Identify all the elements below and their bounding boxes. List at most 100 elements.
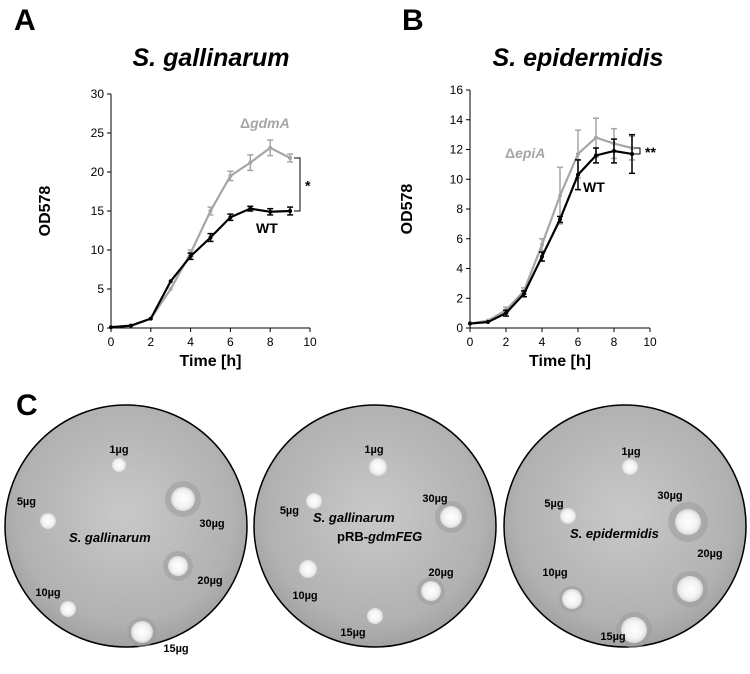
data-point: [288, 209, 293, 213]
y-tick-label: 10: [450, 172, 464, 186]
antibiotic-disc: [40, 513, 56, 529]
antibiotic-disc: [369, 458, 387, 476]
plate-circle: [4, 404, 248, 648]
data-point: [576, 172, 580, 177]
disc-label: 5µg: [544, 498, 563, 510]
antibiotic-disc: [675, 509, 701, 535]
data-point: [228, 215, 233, 220]
x-tick-label: 4: [187, 335, 194, 349]
disc-label: 5µg: [17, 496, 36, 508]
agar-plate: 1µg 5µg 30µg 20µg 10µg 15µg S. gallinarum pRB-g…: [253, 404, 497, 648]
data-point: [288, 155, 293, 160]
y-tick-label: 2: [456, 291, 463, 305]
disc-label: 1µg: [109, 444, 128, 456]
series-label-mutant: ΔgdmA: [240, 115, 290, 131]
data-point: [268, 145, 273, 150]
disc-label: 20µg: [697, 548, 722, 560]
chart-b: 0 2 4 6 8 10 12 14 16 0 2 4 6 8 10 Time [h] OD578 WT ΔepiA…: [399, 83, 657, 370]
disc-label: 20µg: [197, 575, 222, 587]
y-tick-label: 15: [91, 204, 105, 218]
plate-strain-name: S. epidermidis: [570, 526, 659, 541]
data-point: [208, 209, 213, 213]
data-point: [594, 153, 598, 158]
y-tick-label: 8: [456, 202, 463, 216]
plate-strain-name: S. gallinarum: [313, 510, 395, 525]
data-point: [540, 242, 544, 247]
disc-label: 15µg: [163, 643, 188, 655]
antibiotic-disc: [171, 487, 195, 511]
y-axis-label: OD578: [37, 186, 54, 237]
data-point: [576, 151, 580, 156]
y-tick-label: 10: [91, 243, 105, 257]
antibiotic-disc: [299, 560, 317, 578]
y-tick-label: 6: [456, 232, 463, 246]
antibiotic-disc: [440, 506, 462, 528]
agar-plate: 1µg 5µg 30µg 20µg 10µg 15µg S. epidermidis: [503, 404, 747, 648]
y-tick-label: 12: [450, 143, 464, 157]
chart-b-title: S. epidermidis: [493, 44, 664, 72]
y-tick-label: 30: [91, 87, 105, 101]
panel-letter-a: A: [14, 4, 36, 37]
data-point: [208, 235, 213, 240]
x-tick-label: 6: [227, 335, 234, 349]
data-point: [168, 279, 173, 284]
panel-letter-c: C: [16, 389, 38, 422]
panel-letter-b: B: [402, 4, 424, 37]
disc-label: 10µg: [542, 567, 567, 579]
agar-plate: 1µg 5µg 30µg 20µg 10µg 15µg S. gallinarum: [4, 404, 248, 655]
series-line: [469, 136, 633, 325]
x-tick-label: 8: [611, 335, 618, 349]
x-tick-label: 2: [503, 335, 510, 349]
antibiotic-disc: [421, 581, 441, 601]
data-point: [128, 323, 133, 328]
x-axis-label: Time [h]: [180, 353, 242, 370]
disc-label: 5µg: [280, 505, 299, 517]
significance-marker: **: [645, 144, 656, 160]
antibiotic-disc: [306, 493, 322, 509]
disc-label: 30µg: [199, 518, 224, 530]
antibiotic-disc: [60, 601, 76, 617]
data-point: [612, 148, 616, 153]
data-point: [228, 173, 233, 178]
antibiotic-disc: [560, 508, 576, 524]
significance-bracket: [294, 157, 301, 212]
x-tick-label: 6: [575, 335, 582, 349]
disc-label: 20µg: [428, 567, 453, 579]
disc-label: 10µg: [35, 587, 60, 599]
x-tick-label: 0: [108, 335, 115, 349]
y-tick-label: 20: [91, 165, 105, 179]
data-point: [630, 151, 634, 156]
y-tick-label: 4: [456, 262, 463, 276]
y-tick-label: 16: [450, 83, 464, 97]
data-point: [558, 217, 562, 222]
antibiotic-disc: [367, 608, 383, 624]
data-point: [540, 254, 544, 259]
data-point: [188, 254, 193, 259]
series-line: [469, 149, 633, 325]
disc-label: 15µg: [340, 627, 365, 639]
data-point: [558, 193, 562, 198]
disc-label: 30µg: [657, 490, 682, 502]
chart-a-title: S. gallinarum: [133, 44, 290, 72]
disc-label: 1µg: [364, 444, 383, 456]
antibiotic-disc: [131, 621, 153, 643]
data-point: [248, 160, 253, 165]
data-point: [486, 320, 490, 325]
y-tick-label: 0: [456, 321, 463, 335]
x-tick-label: 10: [303, 335, 317, 349]
disc-label: 15µg: [600, 631, 625, 643]
x-tick-label: 8: [267, 335, 274, 349]
x-tick-label: 0: [467, 335, 474, 349]
y-tick-label: 25: [91, 126, 105, 140]
x-tick-label: 2: [147, 335, 154, 349]
antibiotic-disc: [112, 458, 126, 472]
data-point: [168, 287, 173, 291]
disc-label: 30µg: [422, 493, 447, 505]
plate-strain-name: S. gallinarum: [69, 530, 151, 545]
data-point: [594, 135, 598, 140]
series-label-wt: WT: [583, 179, 605, 195]
data-point: [109, 325, 113, 330]
y-tick-label: 5: [97, 282, 104, 296]
series-label-wt: WT: [256, 220, 278, 236]
plates-panel: 1µg 5µg 30µg 20µg 10µg 15µg S. gallinarum 1µg 5µ…: [4, 404, 747, 655]
